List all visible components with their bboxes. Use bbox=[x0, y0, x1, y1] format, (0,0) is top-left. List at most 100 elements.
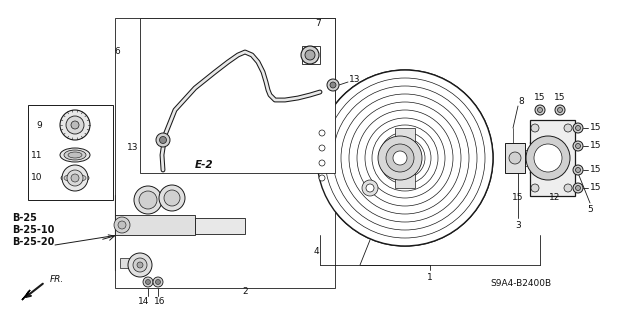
Text: 16: 16 bbox=[154, 296, 166, 306]
Circle shape bbox=[153, 277, 163, 287]
Circle shape bbox=[534, 144, 562, 172]
Circle shape bbox=[385, 138, 425, 178]
Circle shape bbox=[573, 141, 583, 151]
Circle shape bbox=[573, 123, 583, 133]
Bar bbox=[115, 18, 335, 288]
Circle shape bbox=[538, 108, 543, 113]
Text: 4: 4 bbox=[313, 248, 319, 256]
Text: 6: 6 bbox=[115, 48, 120, 56]
Circle shape bbox=[67, 170, 83, 186]
Ellipse shape bbox=[61, 173, 89, 183]
Circle shape bbox=[362, 180, 378, 196]
Circle shape bbox=[349, 102, 461, 214]
Text: 2: 2 bbox=[242, 286, 248, 295]
Circle shape bbox=[531, 124, 539, 132]
Circle shape bbox=[159, 185, 185, 211]
Circle shape bbox=[71, 121, 79, 129]
Circle shape bbox=[575, 144, 580, 149]
Circle shape bbox=[145, 279, 150, 285]
Text: 7: 7 bbox=[315, 19, 321, 28]
Circle shape bbox=[531, 184, 539, 192]
Circle shape bbox=[60, 110, 90, 140]
Circle shape bbox=[159, 137, 166, 144]
Circle shape bbox=[71, 174, 79, 182]
Text: 15: 15 bbox=[534, 93, 546, 102]
Circle shape bbox=[526, 136, 570, 180]
Circle shape bbox=[114, 217, 130, 233]
Circle shape bbox=[573, 165, 583, 175]
Circle shape bbox=[317, 70, 493, 246]
Text: 1: 1 bbox=[427, 272, 433, 281]
Text: E-2: E-2 bbox=[195, 160, 214, 170]
Text: 9: 9 bbox=[36, 121, 42, 130]
Circle shape bbox=[137, 262, 143, 268]
Bar bbox=[302, 46, 320, 64]
Bar bbox=[28, 105, 113, 200]
Circle shape bbox=[378, 136, 422, 180]
Text: 15: 15 bbox=[590, 166, 602, 174]
Ellipse shape bbox=[64, 150, 86, 160]
Ellipse shape bbox=[60, 148, 90, 162]
Circle shape bbox=[535, 105, 545, 115]
Circle shape bbox=[564, 124, 572, 132]
Circle shape bbox=[341, 94, 469, 222]
Text: 13: 13 bbox=[349, 76, 361, 85]
Circle shape bbox=[164, 190, 180, 206]
Circle shape bbox=[366, 184, 374, 192]
Circle shape bbox=[118, 221, 126, 229]
Circle shape bbox=[575, 125, 580, 130]
Circle shape bbox=[564, 184, 572, 192]
Text: B-25-10: B-25-10 bbox=[12, 225, 54, 235]
Text: FR.: FR. bbox=[50, 276, 64, 285]
Circle shape bbox=[333, 86, 477, 230]
Circle shape bbox=[139, 191, 157, 209]
Text: 15: 15 bbox=[590, 183, 602, 192]
Circle shape bbox=[62, 165, 88, 191]
Bar bbox=[120, 258, 145, 268]
Circle shape bbox=[301, 46, 319, 64]
Text: B-25: B-25 bbox=[12, 213, 37, 223]
Bar bbox=[395, 128, 415, 188]
Text: 15: 15 bbox=[512, 194, 524, 203]
Text: 11: 11 bbox=[31, 151, 42, 160]
Circle shape bbox=[575, 167, 580, 173]
Circle shape bbox=[319, 145, 325, 151]
Polygon shape bbox=[22, 290, 30, 300]
Circle shape bbox=[133, 258, 147, 272]
Text: S9A4-B2400B: S9A4-B2400B bbox=[490, 278, 551, 287]
Circle shape bbox=[156, 279, 161, 285]
Circle shape bbox=[325, 78, 485, 238]
Circle shape bbox=[357, 110, 453, 206]
Text: 13: 13 bbox=[127, 144, 138, 152]
Circle shape bbox=[365, 118, 445, 198]
Circle shape bbox=[393, 151, 407, 165]
Circle shape bbox=[319, 130, 325, 136]
Circle shape bbox=[66, 116, 84, 134]
Circle shape bbox=[557, 108, 563, 113]
Bar bbox=[115, 195, 245, 270]
Circle shape bbox=[128, 253, 152, 277]
Ellipse shape bbox=[68, 152, 82, 158]
Circle shape bbox=[379, 132, 431, 184]
Text: 15: 15 bbox=[590, 123, 602, 132]
Circle shape bbox=[372, 125, 438, 191]
Text: 14: 14 bbox=[138, 296, 150, 306]
Text: 12: 12 bbox=[549, 194, 561, 203]
Bar bbox=[505, 143, 525, 173]
Text: 3: 3 bbox=[515, 220, 521, 229]
Circle shape bbox=[555, 105, 565, 115]
Bar bbox=[530, 120, 575, 196]
Circle shape bbox=[143, 277, 153, 287]
Bar bbox=[195, 218, 245, 234]
Text: 10: 10 bbox=[31, 174, 42, 182]
Circle shape bbox=[327, 79, 339, 91]
Circle shape bbox=[134, 186, 162, 214]
Circle shape bbox=[509, 152, 521, 164]
Ellipse shape bbox=[64, 174, 86, 182]
Bar bbox=[140, 18, 335, 173]
Circle shape bbox=[330, 82, 336, 88]
Text: 15: 15 bbox=[554, 93, 566, 102]
Circle shape bbox=[575, 186, 580, 190]
Circle shape bbox=[319, 160, 325, 166]
Circle shape bbox=[317, 70, 493, 246]
